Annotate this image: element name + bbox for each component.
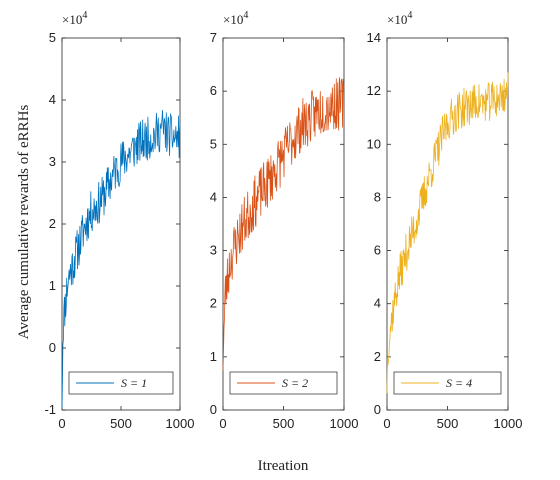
y-tick-label: 12 bbox=[367, 83, 381, 98]
x-tick-label: 500 bbox=[273, 416, 295, 431]
y-tick-label: 7 bbox=[210, 30, 217, 45]
legend: S = 4 bbox=[393, 371, 502, 395]
legend-box bbox=[393, 371, 502, 395]
y-tick-label: 4 bbox=[374, 296, 381, 311]
y-tick-label: 4 bbox=[210, 189, 217, 204]
y-tick-label: 10 bbox=[367, 136, 381, 151]
legend-label: S = 2 bbox=[282, 376, 308, 390]
y-tick-label: 3 bbox=[210, 243, 217, 258]
x-tick-label: 500 bbox=[110, 416, 132, 431]
series-line bbox=[61, 109, 181, 409]
x-tick-label: 0 bbox=[58, 416, 65, 431]
subplot-3: 0 500 1000 0 2 4 6 8 10 12 14 ×104 S = 4 bbox=[367, 10, 523, 431]
y-axis-title: Average cumulative rewards of eRRHs bbox=[16, 105, 32, 340]
y-exponent-label: ×104 bbox=[62, 10, 87, 27]
y-tick-label: 5 bbox=[49, 30, 56, 45]
series-line bbox=[222, 77, 345, 371]
x-tick-label: 0 bbox=[219, 416, 226, 431]
y-exponent-power: 4 bbox=[82, 10, 87, 21]
y-tick-label: 1 bbox=[210, 349, 217, 364]
plot-area bbox=[386, 37, 509, 411]
y-tick-label: 4 bbox=[49, 92, 56, 107]
y-tick-label: 6 bbox=[210, 83, 217, 98]
y-tick-label: 14 bbox=[367, 30, 381, 45]
x-tick-label: 1000 bbox=[494, 416, 523, 431]
x-tick-label: 500 bbox=[437, 416, 459, 431]
x-tick-label: 0 bbox=[383, 416, 390, 431]
y-tick-label: 2 bbox=[210, 296, 217, 311]
y-exponent-label: ×104 bbox=[223, 10, 248, 27]
series-line bbox=[386, 72, 509, 394]
y-tick-label: 6 bbox=[374, 243, 381, 258]
x-tick-label: 1000 bbox=[330, 416, 359, 431]
legend: S = 1 bbox=[68, 371, 174, 395]
y-tick-label: 8 bbox=[374, 189, 381, 204]
y-tick-label: 5 bbox=[210, 136, 217, 151]
y-tick-label: 0 bbox=[374, 402, 381, 417]
legend-label: S = 1 bbox=[121, 376, 147, 390]
legend-box bbox=[68, 371, 174, 395]
legend: S = 2 bbox=[229, 371, 338, 395]
x-tick-label: 1000 bbox=[166, 416, 195, 431]
y-tick-label: 0 bbox=[210, 402, 217, 417]
plot-area bbox=[61, 37, 181, 411]
y-tick-label: 1 bbox=[49, 278, 56, 293]
y-exponent-power: 4 bbox=[407, 10, 412, 21]
legend-box bbox=[229, 371, 338, 395]
legend-label: S = 4 bbox=[446, 376, 472, 390]
y-exponent-power: 4 bbox=[243, 10, 248, 21]
x-axis-title: Itreation bbox=[258, 458, 309, 474]
y-exponent-label: ×104 bbox=[387, 10, 412, 27]
y-tick-label: 0 bbox=[49, 340, 56, 355]
subplot-2: 0 500 1000 0 1 2 3 4 5 6 7 ×104 S = 2 bbox=[210, 10, 359, 431]
y-tick-label: 3 bbox=[49, 154, 56, 169]
y-tick-label: 2 bbox=[374, 349, 381, 364]
y-tick-label: 2 bbox=[49, 216, 56, 231]
y-tick-label: -1 bbox=[44, 402, 56, 417]
